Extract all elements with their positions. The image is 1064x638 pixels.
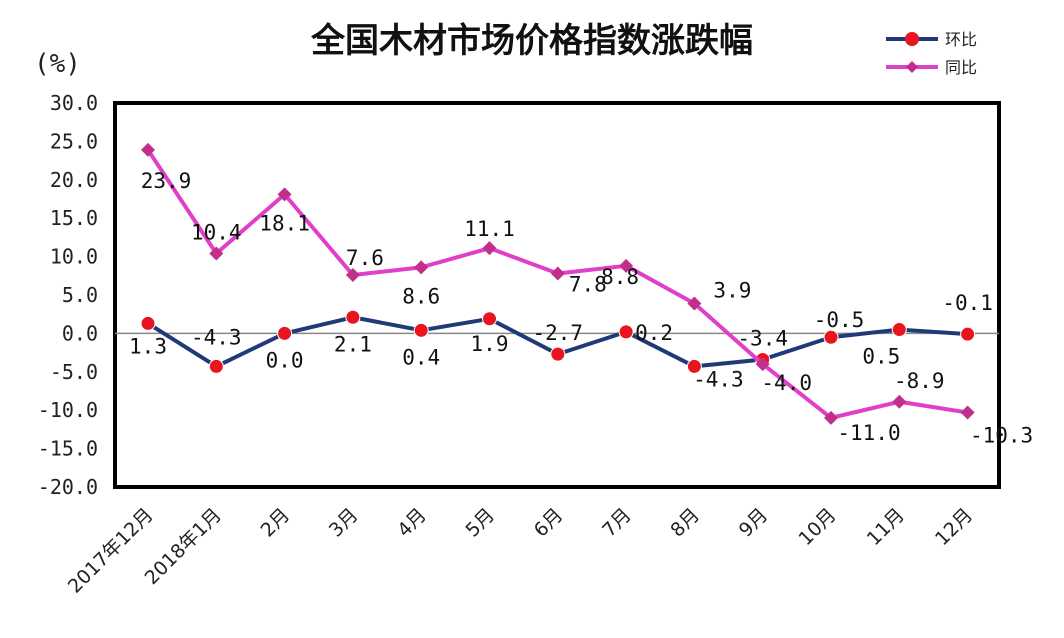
data-point-yoy: [482, 241, 497, 256]
data-point-yoy: [345, 268, 360, 283]
series-layer: [140, 142, 976, 425]
data-label-mom: 2.1: [334, 332, 372, 356]
data-label-yoy: 7.8: [569, 272, 607, 296]
data-label-yoy: -4.0: [761, 371, 812, 395]
data-label-mom: 0.0: [266, 348, 304, 372]
data-label-mom: 1.3: [129, 334, 167, 358]
x-tick-label: 5月: [461, 504, 499, 542]
data-label-mom: -0.1: [942, 291, 993, 315]
x-tick-label: 8月: [666, 504, 704, 542]
data-point-yoy: [755, 357, 770, 372]
data-point-mom: [686, 358, 702, 374]
data-point-mom: [482, 311, 497, 327]
data-labels: 1.3 -4.3 0.0 2.1 0.4 1.9 -2.7 0.2 -4.3 -3.4 -0.5 0.…: [129, 169, 1033, 448]
y-tick-label: -20.0: [38, 475, 98, 499]
data-label-yoy: 18.1: [259, 211, 310, 235]
y-unit-label: (%): [34, 49, 81, 79]
y-tick-label: 10.0: [50, 245, 98, 269]
data-label-mom: 0.4: [402, 345, 440, 369]
y-tick-label: -10.0: [38, 398, 98, 422]
y-tick-label: 0.0: [62, 321, 98, 345]
data-label-yoy: 23.9: [141, 169, 192, 193]
data-point-yoy: [824, 410, 838, 425]
legend-label-yoy: 同比: [945, 58, 977, 77]
data-label-mom: 1.9: [471, 332, 509, 356]
data-point-mom: [960, 326, 976, 342]
legend-label-mom: 环比: [945, 30, 977, 49]
chart-title: 全国木材市场价格指数涨跌幅: [310, 21, 753, 61]
data-point-yoy: [550, 266, 565, 281]
data-label-mom: -2.7: [533, 321, 584, 345]
data-label-yoy: -11.0: [837, 421, 900, 445]
data-point-yoy: [209, 246, 224, 261]
data-label-yoy: 7.6: [346, 246, 384, 270]
data-point-yoy: [619, 258, 634, 273]
data-label-yoy: -10.3: [970, 424, 1033, 448]
x-tick-label: 2017年12月: [64, 504, 158, 598]
data-label-yoy: 11.1: [464, 217, 515, 241]
data-label-mom: 0.2: [635, 321, 673, 345]
data-point-yoy: [960, 405, 975, 420]
data-point-yoy: [687, 296, 702, 311]
y-tick-label: 30.0: [50, 91, 98, 115]
x-tick-label: 10月: [794, 504, 840, 550]
data-point-mom: [413, 322, 429, 338]
y-axis-ticks: 30.0 25.0 20.0 15.0 10.0 5.0 0.0 -5.0 -10.0 -15.0…: [38, 91, 98, 499]
data-label-yoy: 10.4: [191, 221, 242, 245]
plot-area: [113, 101, 1001, 489]
x-tick-label: 6月: [530, 504, 568, 542]
legend-marker-yoy: [906, 61, 918, 73]
x-tick-label: 11月: [863, 504, 909, 550]
data-label-yoy: 8.6: [402, 284, 440, 308]
data-point-yoy: [141, 142, 155, 157]
data-point-mom: [345, 309, 361, 325]
y-tick-label: 5.0: [62, 283, 98, 307]
y-tick-label: 15.0: [50, 206, 98, 230]
x-tick-label: 4月: [393, 504, 431, 542]
data-point-mom: [208, 358, 224, 374]
x-tick-label: 3月: [325, 504, 363, 542]
data-point-mom: [618, 324, 634, 340]
data-point-mom: [277, 325, 293, 341]
x-tick-label: 2月: [257, 504, 295, 542]
data-label-mom: -0.5: [814, 308, 865, 332]
data-label-mom: -3.4: [737, 327, 788, 351]
data-label-mom: -4.3: [191, 325, 242, 349]
y-tick-label: 25.0: [50, 129, 98, 153]
data-label-yoy: 3.9: [713, 278, 751, 302]
legend: 环比 同比: [886, 30, 977, 77]
data-label-mom: -4.3: [693, 367, 744, 391]
y-tick-label: 20.0: [50, 168, 98, 192]
x-tick-label: 12月: [931, 504, 977, 550]
data-label-yoy: -8.9: [894, 369, 945, 393]
data-point-yoy: [277, 187, 292, 202]
data-label-mom: 0.5: [862, 345, 900, 369]
x-tick-label: 9月: [735, 504, 773, 542]
data-point-yoy: [414, 260, 429, 275]
data-point-yoy: [892, 394, 907, 409]
y-tick-label: -5.0: [50, 360, 98, 384]
data-label-yoy: 8.8: [601, 265, 639, 289]
x-tick-label: 7月: [598, 504, 636, 542]
data-point-mom: [823, 329, 839, 345]
data-point-mom: [891, 322, 907, 338]
legend-marker-mom: [905, 32, 919, 46]
data-point-mom: [550, 346, 566, 362]
y-tick-label: -15.0: [38, 437, 98, 461]
data-point-mom: [140, 315, 156, 331]
